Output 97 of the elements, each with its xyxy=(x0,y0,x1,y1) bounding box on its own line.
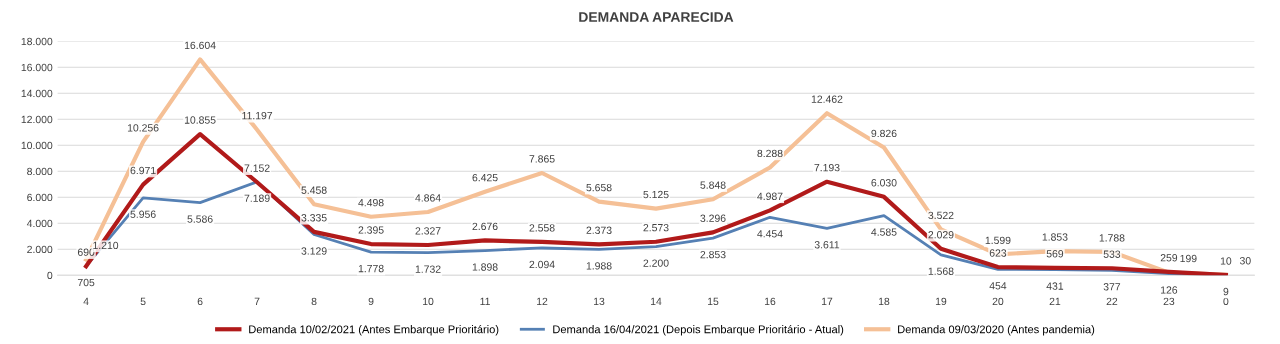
data-label: 3.611 xyxy=(814,241,840,249)
data-label: 454 xyxy=(989,282,1007,290)
data-label: 690 xyxy=(77,248,95,256)
data-label: 3.335 xyxy=(301,214,327,222)
x-tick-label: 11 xyxy=(480,297,490,305)
data-label: 1.778 xyxy=(358,264,384,273)
y-tick-label: 0 xyxy=(47,271,53,280)
data-label: 5.956 xyxy=(130,210,156,218)
data-label: 1.568 xyxy=(928,267,954,275)
data-label: 569 xyxy=(1046,250,1064,258)
x-tick-label: 8 xyxy=(311,297,317,306)
data-label: 2.373 xyxy=(586,226,612,234)
data-label: 2.558 xyxy=(529,224,555,232)
data-label: 5.586 xyxy=(187,215,213,223)
data-label: 7.189 xyxy=(244,194,270,202)
y-tick-label: 16.000 xyxy=(21,63,53,72)
data-label: 7.865 xyxy=(529,155,555,163)
y-tick-label: 12.000 xyxy=(21,115,53,124)
data-label: 7.193 xyxy=(814,163,840,172)
data-label: 16.604 xyxy=(184,41,216,50)
data-label: 2.029 xyxy=(928,231,954,239)
x-tick-label: 18 xyxy=(878,297,890,306)
x-tick-label: 19 xyxy=(935,297,947,306)
data-label: 9 xyxy=(1223,287,1229,296)
data-label: 4.454 xyxy=(757,230,783,238)
data-label: 3.296 xyxy=(700,214,726,222)
x-tick-label: 20 xyxy=(992,297,1004,306)
data-label: 533 xyxy=(1103,250,1121,258)
data-label: 431 xyxy=(1046,282,1064,290)
data-label: 12.462 xyxy=(811,95,843,103)
data-label: 5.125 xyxy=(643,190,669,199)
y-tick-label: 6.000 xyxy=(27,193,53,202)
x-tick-label: 22 xyxy=(1106,297,1118,305)
data-label: 1.988 xyxy=(586,262,612,270)
legend-label: Demanda 10/02/2021 (Antes Embarque Prioritário) xyxy=(249,324,499,336)
data-label: 11.197 xyxy=(242,111,273,120)
y-tick-label: 8.000 xyxy=(27,167,53,176)
data-label: 2.395 xyxy=(358,226,384,234)
data-label: 2.094 xyxy=(529,260,555,269)
data-label: 1.732 xyxy=(415,265,441,273)
legend-label: Demanda 16/04/2021 (Depois Embarque Prioritário - Atual) xyxy=(553,324,844,336)
data-label: 6.425 xyxy=(472,173,498,182)
data-label: 5.658 xyxy=(586,183,612,192)
y-tick-label: 14.000 xyxy=(21,89,53,98)
legend-label: Demanda 09/03/2020 (Antes pandemia) xyxy=(898,325,1095,336)
data-label: 377 xyxy=(1103,283,1121,291)
data-label: 126 xyxy=(1161,286,1178,294)
x-tick-label: 5 xyxy=(140,297,146,306)
data-label: 1.210 xyxy=(93,241,119,250)
x-tick-label: 9 xyxy=(368,297,374,306)
data-label: 199 xyxy=(1180,254,1197,263)
data-label: 4.864 xyxy=(415,194,441,202)
data-label: 3.129 xyxy=(301,247,327,255)
data-label: 705 xyxy=(77,278,95,287)
x-tick-label: 16 xyxy=(764,297,776,306)
data-label: 2.573 xyxy=(643,223,669,232)
x-tick-label: 17 xyxy=(821,297,833,305)
data-label: 259 xyxy=(1160,254,1178,262)
data-label: 10 xyxy=(1220,257,1232,265)
x-tick-label: 12 xyxy=(537,297,548,305)
data-label: 1.853 xyxy=(1042,233,1068,241)
data-label: 9.826 xyxy=(871,129,897,138)
y-tick-label: 10.000 xyxy=(21,141,53,150)
chart-title: DEMANDA APARECIDA xyxy=(579,12,734,22)
data-label: 2.853 xyxy=(700,250,726,259)
x-tick-label: 6 xyxy=(197,297,203,306)
data-label: 6.971 xyxy=(130,166,156,175)
x-tick-label: 4 xyxy=(83,297,89,305)
data-label: 7.152 xyxy=(244,164,270,172)
data-label: 1.599 xyxy=(985,236,1011,245)
data-label: 5.458 xyxy=(301,186,327,194)
y-tick-label: 2.000 xyxy=(27,245,53,254)
data-label: 2.676 xyxy=(472,222,498,231)
x-tick-label: 13 xyxy=(594,297,605,306)
data-label: 1.788 xyxy=(1099,234,1125,242)
x-tick-label: 10 xyxy=(423,297,434,306)
x-tick-label: 15 xyxy=(707,297,719,306)
x-tick-label: 0 xyxy=(1223,297,1229,306)
data-label: 6.030 xyxy=(871,179,897,187)
data-label: 1.898 xyxy=(472,263,498,271)
data-label: 5.848 xyxy=(700,181,726,189)
data-label: 3.522 xyxy=(928,211,954,220)
x-tick-label: 21 xyxy=(1049,297,1061,305)
data-label: 4.987 xyxy=(757,192,783,200)
x-tick-label: 14 xyxy=(651,297,662,305)
data-label: 2.327 xyxy=(415,227,441,235)
y-tick-label: 4.000 xyxy=(26,219,53,228)
y-tick-label: 18.000 xyxy=(21,37,53,46)
data-label: 10.256 xyxy=(127,124,159,132)
data-label: 4.585 xyxy=(871,228,897,236)
data-label: 4.498 xyxy=(358,198,384,207)
x-tick-label: 7 xyxy=(254,297,260,305)
data-label: 2.200 xyxy=(643,259,669,267)
data-label: 8.288 xyxy=(757,149,783,158)
data-label: 10.855 xyxy=(184,116,216,124)
data-label: 30 xyxy=(1239,257,1251,265)
x-tick-label: 23 xyxy=(1163,297,1175,306)
